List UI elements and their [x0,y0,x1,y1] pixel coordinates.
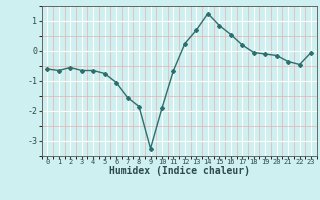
X-axis label: Humidex (Indice chaleur): Humidex (Indice chaleur) [109,166,250,176]
